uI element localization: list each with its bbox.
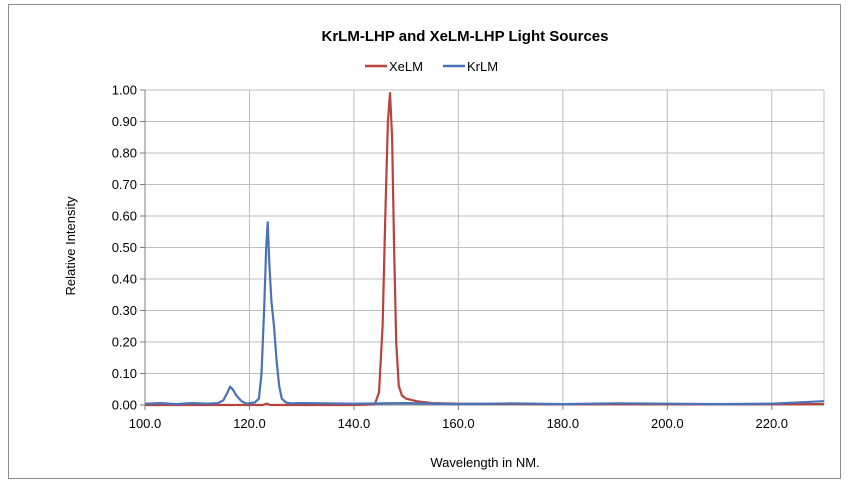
x-tick-label: 160.0 [442,416,475,431]
x-tick-label: 100.0 [129,416,162,431]
x-tick-label: 180.0 [547,416,580,431]
y-tick-label: 0.70 [112,177,137,192]
chart-title: KrLM-LHP and XeLM-LHP Light Sources [322,28,609,45]
y-tick-label: 0.00 [112,398,137,413]
legend-label-xelm: XeLM [389,59,423,74]
y-tick-label: 0.20 [112,335,137,350]
y-tick-label: 0.40 [112,272,137,287]
series-line-xelm [145,91,825,407]
x-tick-label: 120.0 [233,416,266,431]
y-tick-label: 1.00 [112,83,137,98]
y-tick-label: 0.30 [112,303,137,318]
legend: XeLM KrLM [365,59,498,74]
axes [140,89,824,410]
legend-label-krlm: KrLM [467,59,498,74]
y-tick-label: 0.90 [112,114,137,129]
chart-svg: KrLM-LHP and XeLM-LHP Light Sources XeLM… [63,28,825,470]
y-tick-label: 0.80 [112,146,137,161]
x-tick-labels: 100.0 120.0 140.0 160.0 180.0 200.0 220.0 [129,416,788,431]
y-tick-label: 0.60 [112,209,137,224]
series-line-krlm [144,221,825,406]
chart-frame: KrLM-LHP and XeLM-LHP Light Sources XeLM… [8,4,841,479]
series-group [144,91,825,407]
x-tick-label: 140.0 [338,416,371,431]
x-tick-label: 200.0 [651,416,684,431]
grid [144,89,825,406]
y-tick-labels: 0.00 0.10 0.20 0.30 0.40 0.50 0.60 0.70 0.80 0.90… [112,83,137,413]
x-axis-label: Wavelength in NM. [430,455,539,470]
y-tick-label: 0.50 [112,240,137,255]
y-tick-label: 0.10 [112,366,137,381]
x-tick-label: 220.0 [755,416,788,431]
y-axis-label: Relative Intensity [63,196,78,295]
